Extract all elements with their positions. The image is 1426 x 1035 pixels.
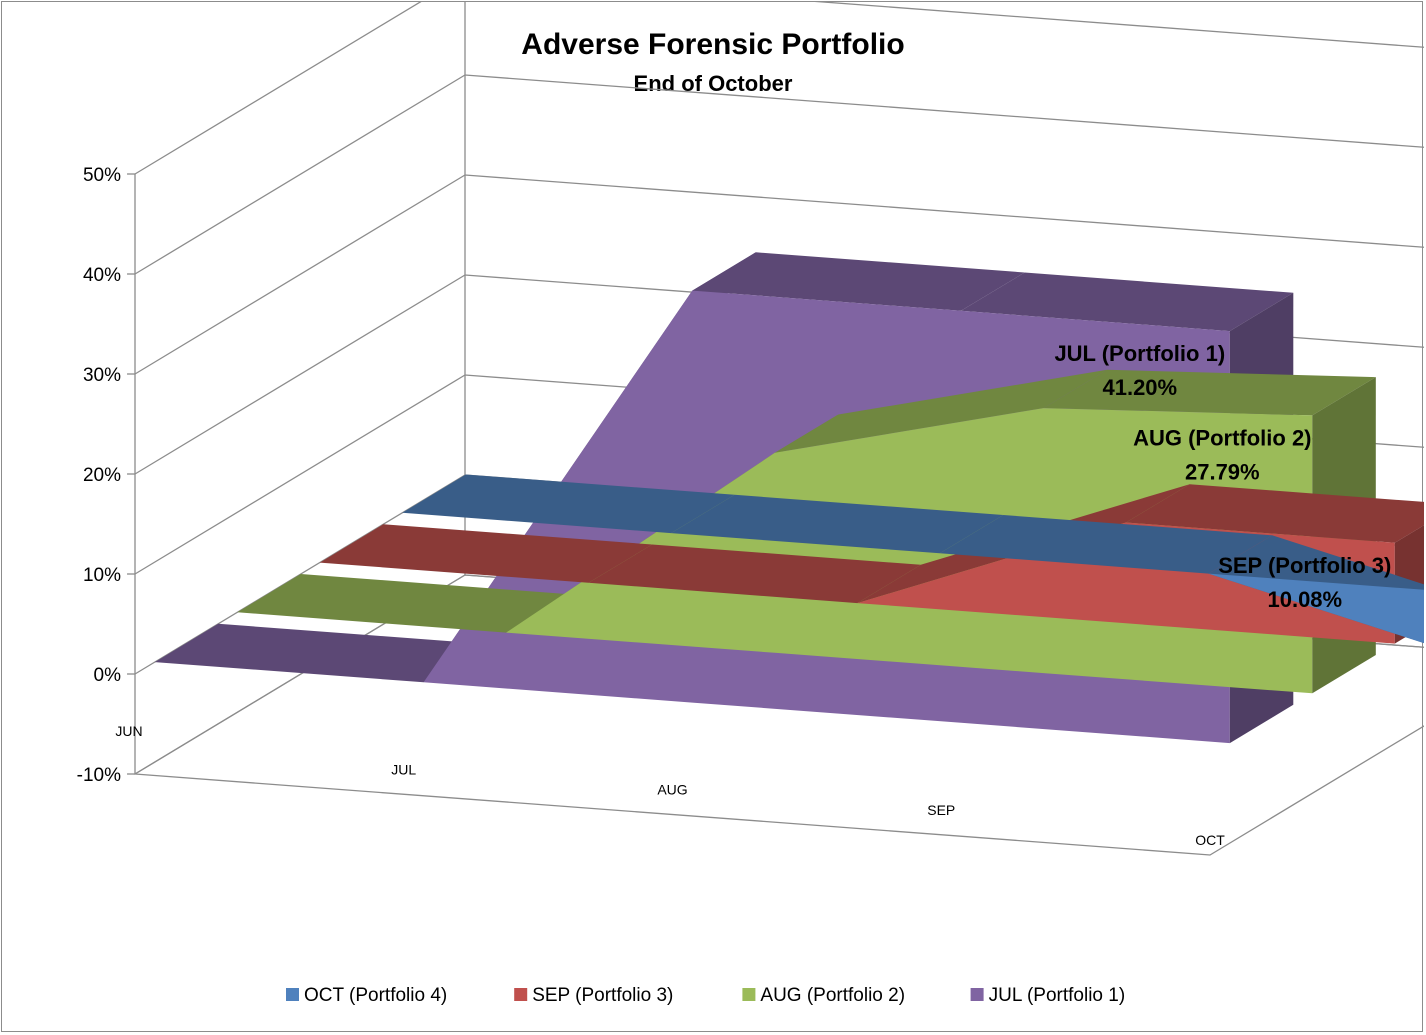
area-top-segment <box>237 574 570 633</box>
data-label-value: 10.08% <box>1267 587 1342 612</box>
area-top-segment <box>588 544 921 604</box>
area-top-segment <box>774 369 1108 453</box>
area-top-segment <box>1126 484 1424 543</box>
y-tick-label: 30% <box>83 365 121 386</box>
legend-swatch <box>970 988 984 1001</box>
area-top-segment <box>671 494 1004 554</box>
area-top-segment <box>154 623 488 683</box>
x-tick-label: JUN <box>115 723 142 739</box>
data-label-value: 27.79% <box>1185 459 1260 484</box>
gridline-1 <box>134 74 1424 275</box>
y-tick-label: 40% <box>83 265 121 286</box>
y-tick-label: 20% <box>83 465 121 486</box>
legend-entry: OCT (Portfolio 4) <box>304 985 447 1006</box>
data-label-name: AUG (Portfolio 2) <box>1133 425 1311 450</box>
legend-swatch <box>286 988 299 1001</box>
chart-subtitle: End of October <box>634 71 793 96</box>
x-tick-label: AUG <box>657 782 687 798</box>
x-tick-label: JUL <box>391 761 416 777</box>
data-labels: OCT (Portfolio 4)-6.65%SEP (Portfolio 3)… <box>1054 341 1391 612</box>
data-label-name: JUL (Portfolio 1) <box>1054 341 1225 366</box>
legend-entry: SEP (Portfolio 3) <box>532 985 673 1006</box>
y-tick-label: 50% <box>83 165 121 186</box>
area-front-face <box>237 408 1313 694</box>
area-top-segment <box>939 515 1273 574</box>
legend-swatch <box>514 988 528 1001</box>
area-top-segment <box>961 272 1294 332</box>
y-axis-tick-labels: 50% 40% 30% 20% 10% 0% -10% <box>77 165 121 786</box>
legend-entry: AUG (Portfolio 2) <box>760 985 905 1006</box>
area-top-segment <box>1043 369 1376 416</box>
data-label-name: SEP (Portfolio 3) <box>1218 553 1391 578</box>
legend-swatch <box>742 988 756 1001</box>
x-axis-tick-labels: JUN JUL AUG SEP OCT <box>115 723 1225 848</box>
x-tick-label: SEP <box>927 802 955 818</box>
series-areas <box>154 252 1424 744</box>
y-tick-label: -10% <box>77 765 121 786</box>
area-top-segment <box>402 474 735 534</box>
legend-entry: JUL (Portfolio 1) <box>989 985 1126 1006</box>
area-top-segment <box>692 252 1025 311</box>
y-tick-label: 10% <box>83 565 121 586</box>
area-top-segment <box>319 524 653 583</box>
gridline-0 <box>134 2 1424 175</box>
legend: OCT (Portfolio 4) SEP (Portfolio 3) AUG (P… <box>286 985 1125 1006</box>
y-tick-label: 0% <box>94 665 122 686</box>
data-label-value: 41.20% <box>1102 375 1177 400</box>
series-oct-portfolio-4- <box>402 474 1424 644</box>
chart-title: Adverse Forensic Portfolio <box>521 28 904 61</box>
x-tick-label: OCT <box>1195 832 1225 848</box>
